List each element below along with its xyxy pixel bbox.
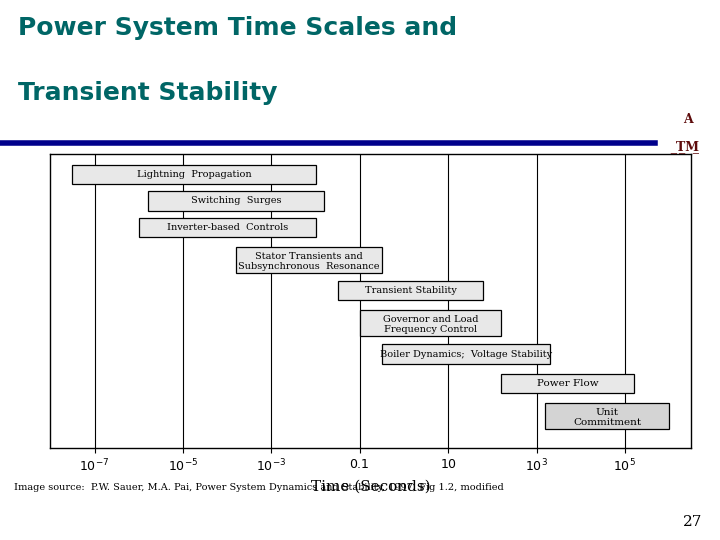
Bar [501, 374, 634, 393]
Bar [360, 310, 501, 336]
Text: Boiler Dynamics;  Voltage Stability: Boiler Dynamics; Voltage Stability [379, 349, 552, 359]
Bar [148, 191, 325, 211]
Bar [545, 403, 669, 429]
Text: Stator Transients and: Stator Transients and [255, 252, 363, 261]
Text: A: A [683, 113, 693, 126]
Bar [139, 218, 315, 237]
Text: Transient Stability: Transient Stability [364, 286, 456, 295]
Text: Inverter-based  Controls: Inverter-based Controls [166, 223, 288, 232]
Text: Transient Stability: Transient Stability [18, 81, 277, 105]
Text: Power System Time Scales and: Power System Time Scales and [18, 16, 457, 40]
Text: Switching  Surges: Switching Surges [191, 197, 282, 206]
Text: Governor and Load: Governor and Load [383, 315, 478, 324]
Text: Subsynchronous  Resonance: Subsynchronous Resonance [238, 262, 379, 271]
Text: Unit: Unit [595, 408, 618, 417]
Text: ̲T̲M̲: ̲T̲M̲ [676, 140, 699, 153]
Text: Power Flow: Power Flow [536, 379, 598, 388]
X-axis label: Time (Seconds): Time (Seconds) [311, 480, 431, 494]
Bar [73, 165, 315, 184]
Bar [382, 345, 550, 363]
Text: Frequency Control: Frequency Control [384, 325, 477, 334]
Bar [338, 281, 484, 300]
Text: 27: 27 [683, 515, 702, 529]
Bar [236, 247, 382, 273]
Text: Commitment: Commitment [573, 418, 642, 427]
Text: Image source:  P.W. Sauer, M.A. Pai, Power System Dynamics and Stability, 1997, : Image source: P.W. Sauer, M.A. Pai, Powe… [14, 483, 504, 492]
Text: Lightning  Propagation: Lightning Propagation [137, 170, 251, 179]
